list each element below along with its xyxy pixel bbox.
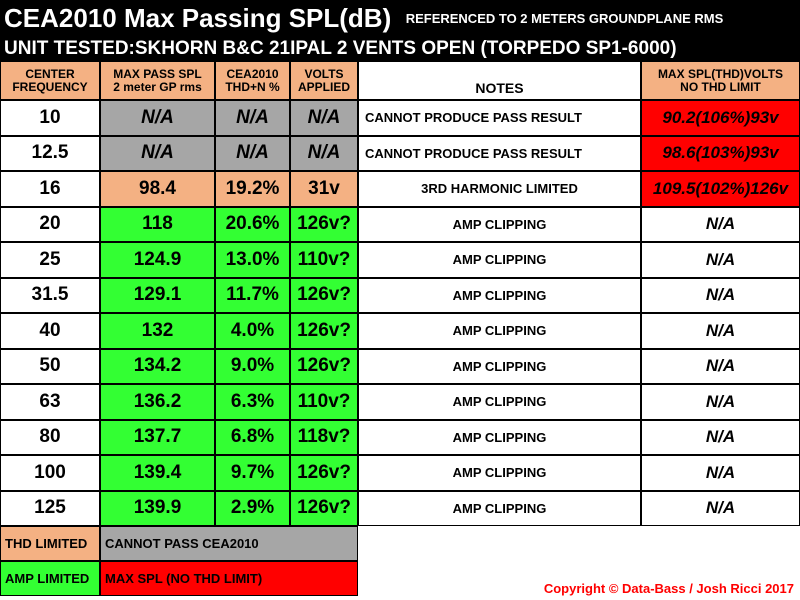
volts-value-cell: 126v? (290, 455, 358, 491)
max-spl-cell: N/A (641, 455, 800, 491)
max-spl-cell: N/A (641, 277, 800, 313)
max-spl-cell: N/A (641, 348, 800, 384)
frequency-cell: 10 (0, 100, 100, 136)
frequency-cell: 50 (0, 348, 100, 384)
thd-value-cell: 19.2% (215, 171, 290, 207)
thd-value-cell: 6.8% (215, 419, 290, 455)
column-header-line: VOLTS (304, 66, 344, 81)
volts-value-cell: 118v? (290, 419, 358, 455)
frequency-cell: 80 (0, 419, 100, 455)
title-bar: CEA2010 Max Passing SPL(dB) REFERENCED T… (0, 0, 800, 37)
max-spl-cell: N/A (641, 313, 800, 349)
column-header-thd: CEA2010 THD+N % (215, 61, 290, 100)
thd-value-cell: N/A (215, 135, 290, 171)
column-header-notes: NOTES (358, 61, 641, 100)
column-header-line: NOTES (475, 80, 524, 96)
volts-value-cell: 110v? (290, 242, 358, 278)
column-header-line: CEA2010 (226, 66, 279, 81)
column-header-line: FREQUENCY (12, 79, 88, 94)
frequency-cell: 100 (0, 455, 100, 491)
frequency-cell: 20 (0, 206, 100, 242)
notes-cell: CANNOT PRODUCE PASS RESULT (358, 135, 641, 171)
column-header-spl: MAX PASS SPL 2 meter GP rms (100, 61, 215, 100)
volts-value-cell: 126v? (290, 206, 358, 242)
max-spl-cell: N/A (641, 206, 800, 242)
spl-value-cell: 124.9 (100, 242, 215, 278)
volts-value-cell: 126v? (290, 490, 358, 526)
notes-cell: AMP CLIPPING (358, 419, 641, 455)
thd-value-cell: 2.9% (215, 490, 290, 526)
max-spl-cell: 109.5(102%)126v (641, 171, 800, 207)
frequency-cell: 63 (0, 384, 100, 420)
chart-title: CEA2010 Max Passing SPL(dB) (4, 3, 392, 33)
column-header-line: APPLIED (297, 79, 350, 94)
spl-value-cell: 134.2 (100, 348, 215, 384)
notes-cell: AMP CLIPPING (358, 348, 641, 384)
spl-value-cell: 139.4 (100, 455, 215, 491)
frequency-cell: 31.5 (0, 277, 100, 313)
chart-subtitle: REFERENCED TO 2 METERS GROUNDPLANE RMS (405, 11, 724, 26)
notes-cell: AMP CLIPPING (358, 384, 641, 420)
thd-value-cell: 20.6% (215, 206, 290, 242)
spl-value-cell: 129.1 (100, 277, 215, 313)
unit-tested-line: UNIT TESTED:SKHORN B&C 21IPAL 2 VENTS OP… (0, 37, 800, 61)
column-header-line: MAX SPL(THD)VOLTS (657, 66, 784, 81)
volts-value-cell: 31v (290, 171, 358, 207)
volts-value-cell: 126v? (290, 348, 358, 384)
notes-cell: AMP CLIPPING (358, 277, 641, 313)
spl-value-cell: 136.2 (100, 384, 215, 420)
spl-value-cell: 98.4 (100, 171, 215, 207)
thd-value-cell: 4.0% (215, 313, 290, 349)
legend-amp-limited: AMP LIMITED (0, 561, 100, 596)
notes-cell: AMP CLIPPING (358, 455, 641, 491)
notes-cell: AMP CLIPPING (358, 313, 641, 349)
legend-cannot-pass: CANNOT PASS CEA2010 (100, 526, 358, 561)
frequency-cell: 125 (0, 490, 100, 526)
max-spl-cell: N/A (641, 384, 800, 420)
copyright-notice: Copyright © Data-Bass / Josh Ricci 2017 (543, 581, 794, 596)
max-spl-cell: N/A (641, 490, 800, 526)
spl-value-cell: N/A (100, 135, 215, 171)
volts-value-cell: N/A (290, 135, 358, 171)
volts-value-cell: N/A (290, 100, 358, 136)
thd-value-cell: 6.3% (215, 384, 290, 420)
column-header-line: CENTER (25, 66, 75, 81)
column-header-line: NO THD LIMIT (680, 79, 761, 94)
column-header-line: THD+N % (225, 79, 280, 94)
frequency-cell: 12.5 (0, 135, 100, 171)
spl-value-cell: 137.7 (100, 419, 215, 455)
notes-cell: 3RD HARMONIC LIMITED (358, 171, 641, 207)
volts-value-cell: 126v? (290, 277, 358, 313)
notes-cell: CANNOT PRODUCE PASS RESULT (358, 100, 641, 136)
column-header-maxspl: MAX SPL(THD)VOLTS NO THD LIMIT (641, 61, 800, 100)
results-table: CENTER FREQUENCY MAX PASS SPL 2 meter GP rm… (0, 61, 800, 600)
frequency-cell: 16 (0, 171, 100, 207)
max-spl-cell: N/A (641, 419, 800, 455)
frequency-cell: 40 (0, 313, 100, 349)
notes-cell: AMP CLIPPING (358, 242, 641, 278)
max-spl-cell: N/A (641, 242, 800, 278)
volts-value-cell: 110v? (290, 384, 358, 420)
thd-value-cell: 11.7% (215, 277, 290, 313)
thd-value-cell: 9.0% (215, 348, 290, 384)
spl-value-cell: 139.9 (100, 490, 215, 526)
spl-value-cell: N/A (100, 100, 215, 136)
spl-value-cell: 118 (100, 206, 215, 242)
max-spl-cell: 98.6(103%)93v (641, 135, 800, 171)
thd-value-cell: 9.7% (215, 455, 290, 491)
spl-value-cell: 132 (100, 313, 215, 349)
notes-cell: AMP CLIPPING (358, 490, 641, 526)
column-header-volts: VOLTS APPLIED (290, 61, 358, 100)
max-spl-cell: 90.2(106%)93v (641, 100, 800, 136)
column-header-freq: CENTER FREQUENCY (0, 61, 100, 100)
thd-value-cell: 13.0% (215, 242, 290, 278)
column-header-line: 2 meter GP rms (113, 79, 202, 94)
thd-value-cell: N/A (215, 100, 290, 136)
legend-max-spl: MAX SPL (NO THD LIMIT) (100, 561, 358, 596)
column-header-line: MAX PASS SPL (113, 66, 202, 81)
volts-value-cell: 126v? (290, 313, 358, 349)
notes-cell: AMP CLIPPING (358, 206, 641, 242)
frequency-cell: 25 (0, 242, 100, 278)
legend-thd-limited: THD LIMITED (0, 526, 100, 561)
